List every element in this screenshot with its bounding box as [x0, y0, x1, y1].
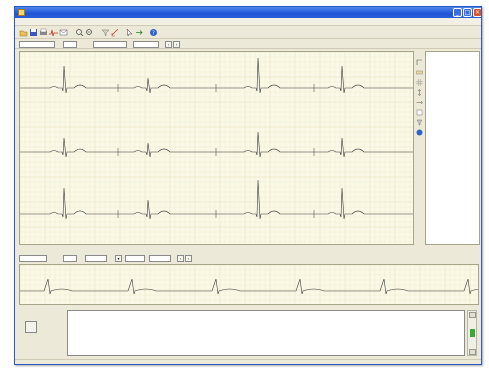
measurements-panel	[425, 51, 480, 245]
zoom-in-icon[interactable]	[75, 28, 84, 37]
scroll-up-button[interactable]	[469, 312, 476, 318]
interpretation-text[interactable]	[67, 310, 465, 356]
interpretation-section	[19, 308, 479, 358]
info-icon[interactable]	[416, 129, 423, 136]
rhythm-speed-field[interactable]	[63, 255, 77, 262]
svg-text:?: ?	[152, 30, 155, 36]
rhythm-lead-field[interactable]	[19, 255, 47, 262]
help-icon[interactable]: ?	[149, 28, 158, 37]
app-icon	[18, 9, 25, 16]
arrow-icon[interactable]	[135, 28, 144, 37]
measure-icon[interactable]	[111, 28, 120, 37]
title-bar: _ □ ×	[15, 7, 481, 18]
rhythm-toolbar: ▾ ‹ ›	[15, 253, 481, 263]
scroll-thumb[interactable]	[470, 329, 475, 337]
rhythm-strip-panel[interactable]	[19, 264, 479, 305]
filter-toggle-icon[interactable]	[416, 119, 423, 126]
ecg-trace	[20, 57, 413, 94]
scroll-down-button[interactable]	[469, 349, 476, 355]
interpretation-scrollbar[interactable]	[467, 310, 477, 356]
interpretation-edit-button[interactable]	[25, 321, 37, 333]
amplitude-icon[interactable]	[416, 89, 423, 96]
grid-icon[interactable]	[416, 79, 423, 86]
ecg-icon[interactable]	[49, 28, 58, 37]
open-icon[interactable]	[19, 28, 28, 37]
parameter-field[interactable]	[19, 41, 55, 48]
status-bar	[15, 359, 481, 364]
rhythm-filter-field[interactable]	[125, 255, 145, 262]
parameter-bar: ‹ ›	[15, 39, 481, 49]
cursor-icon[interactable]	[125, 28, 134, 37]
ecg-trace	[20, 179, 413, 220]
lead-select-icon[interactable]	[416, 109, 423, 116]
rhythm-prev-icon[interactable]: ‹	[177, 255, 184, 262]
next-icon[interactable]: ›	[173, 41, 180, 48]
app-window: _ □ × ? ‹ ›	[14, 6, 482, 365]
ecg-12-lead-panel[interactable]	[19, 51, 414, 245]
rhythm-gain-field[interactable]	[85, 255, 107, 262]
main-toolbar: ?	[15, 26, 481, 39]
parameter-field[interactable]	[93, 41, 127, 48]
ecg-trace	[20, 131, 413, 158]
previous-icon[interactable]: ‹	[165, 41, 172, 48]
save-icon[interactable]	[29, 28, 38, 37]
rhythm-trace	[20, 278, 478, 295]
print-icon[interactable]	[39, 28, 48, 37]
vertical-toolbar	[416, 59, 424, 149]
maximize-button[interactable]: □	[463, 8, 472, 17]
minimize-button[interactable]: _	[453, 8, 462, 17]
zoom-out-icon[interactable]	[85, 28, 94, 37]
email-icon[interactable]	[59, 28, 68, 37]
rhythm-option-icon[interactable]: ▾	[115, 255, 122, 262]
rhythm-next-icon[interactable]: ›	[185, 255, 192, 262]
close-button[interactable]: ×	[473, 8, 481, 17]
ruler-icon[interactable]	[416, 69, 423, 76]
parameter-field[interactable]	[63, 41, 77, 48]
caliper-icon[interactable]	[416, 59, 423, 66]
speed-icon[interactable]	[416, 99, 423, 106]
menu-bar	[15, 18, 481, 26]
parameter-field[interactable]	[133, 41, 159, 48]
filter-icon[interactable]	[101, 28, 110, 37]
rhythm-mode-field[interactable]	[149, 255, 171, 262]
